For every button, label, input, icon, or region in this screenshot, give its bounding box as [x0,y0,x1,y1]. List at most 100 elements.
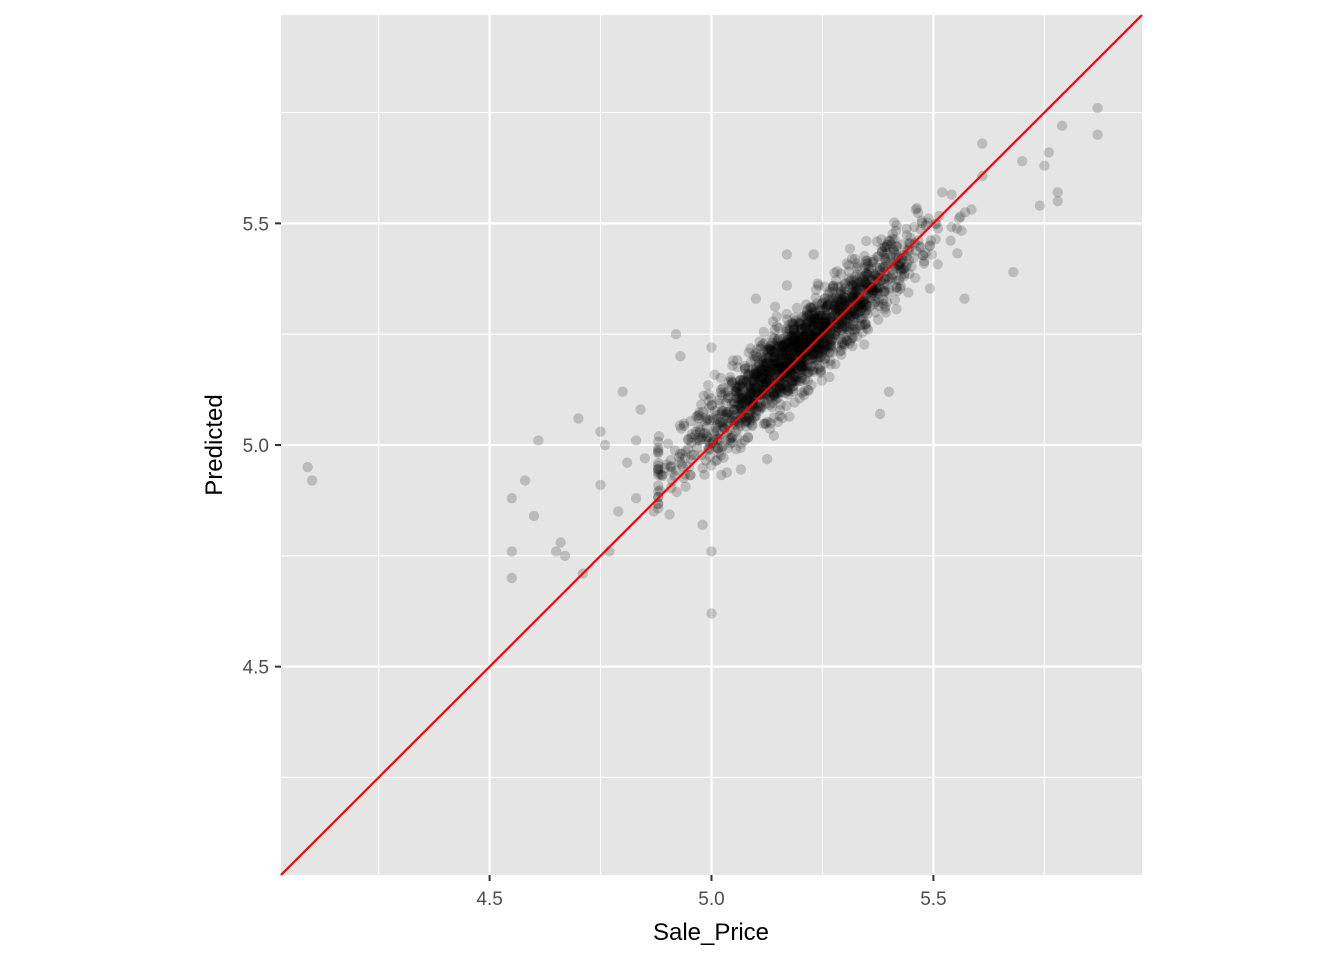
data-point [769,346,780,357]
data-point [797,351,809,363]
data-point [795,320,806,331]
data-point [773,364,784,375]
data-point [810,338,822,349]
data-point [743,362,754,373]
data-point [847,290,859,302]
data-point [799,360,810,371]
data-point [859,339,870,350]
data-point [806,336,818,347]
data-point [737,393,748,404]
data-point [714,416,726,428]
data-point [820,315,831,327]
data-point [788,335,799,347]
data-point [845,275,857,286]
data-point [895,280,907,292]
data-point [882,271,893,282]
data-point [789,312,801,323]
data-point [820,318,831,329]
data-point [839,298,850,310]
data-point [924,241,935,252]
data-point [784,383,795,394]
data-point [791,340,802,351]
data-point [820,316,832,328]
data-point [889,234,900,245]
data-point [765,340,777,351]
data-point [820,322,831,333]
data-point [849,286,860,297]
data-point [750,364,761,376]
data-point [726,379,737,390]
data-point [802,384,813,396]
data-point [827,286,838,298]
data-point [810,333,821,344]
data-point [760,418,772,430]
data-point [830,275,842,286]
data-point [751,362,762,373]
data-point [734,420,746,431]
data-point [901,261,912,273]
data-point [886,272,897,283]
data-point [838,306,849,317]
data-point [796,361,807,372]
data-point [889,217,900,228]
data-point [771,341,782,353]
data-point [824,312,836,323]
data-point [856,313,867,325]
data-point [805,361,817,372]
data-point [859,271,870,282]
data-point [823,320,834,332]
data-point [756,354,767,365]
identity-reference-line [280,14,1143,876]
data-point [700,412,711,423]
data-point [812,347,823,359]
data-point [823,346,835,358]
data-point [685,415,696,427]
data-point [772,357,783,368]
data-point [700,428,711,439]
data-point [838,310,850,322]
data-point [903,245,915,256]
data-point [760,388,771,399]
data-point [807,348,818,359]
data-point [701,415,713,426]
data-point [751,387,763,398]
data-point [926,249,938,260]
data-point [757,402,768,413]
data-point [886,273,897,284]
data-point [630,493,642,504]
data-point [749,410,761,422]
data-point [847,324,858,335]
data-point [773,341,785,352]
data-point [779,387,791,399]
data-point [767,331,778,342]
data-point [746,383,757,395]
data-point [778,356,789,367]
data-point [811,343,822,354]
data-point [825,333,836,345]
data-point [796,356,808,367]
data-point [851,323,862,335]
data-point [815,324,826,335]
data-point [815,352,826,363]
data-point [716,384,727,395]
data-point [795,348,806,359]
data-point [826,336,837,347]
data-point [815,343,827,354]
data-point [769,354,780,366]
data-point [711,455,723,466]
data-point [885,235,896,246]
data-point [696,399,707,410]
data-point [888,246,900,257]
data-point [793,368,805,379]
data-point [732,433,744,444]
data-point [697,406,709,417]
data-point [801,328,812,339]
data-point [868,287,879,298]
data-point [686,432,697,443]
data-point [765,363,777,374]
data-point [881,247,893,259]
data-point [863,267,875,278]
data-point [665,461,676,472]
data-point [737,399,748,410]
data-point [854,301,865,312]
